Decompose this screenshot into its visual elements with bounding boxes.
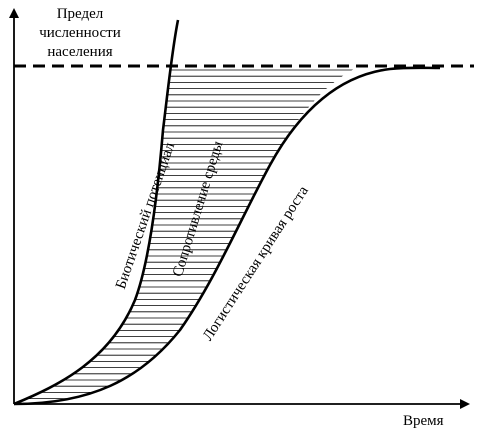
carrying-capacity-label: Предел численности населения (22, 5, 138, 62)
time-axis-label: Время (403, 413, 444, 429)
carrying-capacity-label-line2: численности (39, 25, 121, 41)
carrying-capacity-label-line3: населения (47, 44, 113, 60)
carrying-capacity-label-line1: Предел (56, 6, 104, 22)
logistic-growth-curve (13, 66, 441, 406)
biotic-potential-curve (13, 19, 180, 406)
